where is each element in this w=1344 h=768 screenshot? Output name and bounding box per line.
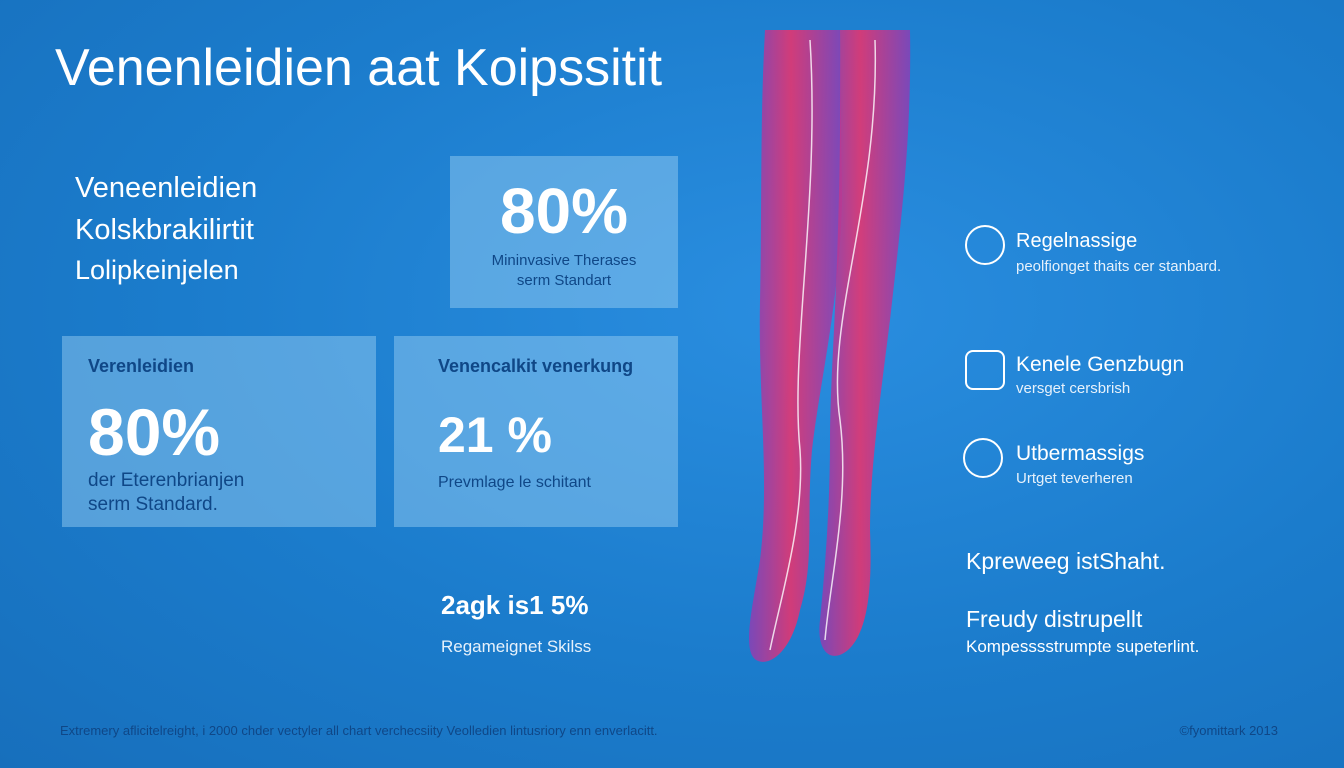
stat-label: Verenleidien — [88, 356, 195, 376]
feature-title: Utbermassigs — [1016, 442, 1145, 465]
stat-label: Venencalkit venerkung — [438, 356, 634, 376]
note-text: Kompesssstrumpte supeterlint. — [966, 637, 1200, 656]
stat-box: Verenleidien 80% der Eterenbrianjen serm… — [62, 336, 376, 527]
feature-title: Regelnassige — [1016, 230, 1138, 252]
feature-icon — [965, 225, 1005, 265]
stat-caption: Mininvasive Therases — [491, 252, 637, 269]
feature-text: peolfionget thaits cer stanbard. — [1016, 258, 1222, 275]
stat-value: 80% — [88, 395, 221, 469]
feature-icon — [965, 350, 1005, 390]
note-title: Kpreweeg istShaht. — [966, 548, 1166, 574]
intro-line: Veneenleidien — [75, 172, 258, 204]
feature-icon — [963, 438, 1003, 478]
feature-title: Kenele Genzbugn — [1016, 353, 1185, 376]
stat-value: 21 % — [438, 407, 552, 463]
title: Venenleidien aat Koipssitit — [55, 39, 663, 97]
note-title: Freudy distrupellt — [966, 606, 1143, 632]
footer-copyright: ©fyomittark 2013 — [1179, 723, 1278, 738]
intro-line: Lolipkeinjelen — [75, 255, 239, 285]
stat-caption: der Eterenbrianjen — [88, 470, 245, 491]
stat-value: 80% — [499, 175, 629, 247]
vein — [824, 39, 877, 641]
legs-illustration — [748, 30, 911, 662]
stat-box: Venencalkit venerkung 21 % Prevmlage le … — [394, 336, 678, 527]
intro-line: Kolskbrakilirtit — [75, 214, 254, 246]
stat-box: 80% Mininvasive Therases serm Standart — [450, 156, 678, 308]
footer-text: Extremery aflicitelreight, i 2000 chder … — [60, 723, 658, 738]
feature-text: versget cersbrish — [1016, 380, 1131, 397]
feature-text: Urtget teverheren — [1016, 470, 1133, 487]
stat-caption: serm Standard. — [88, 494, 218, 515]
stat-caption: serm Standart — [516, 272, 612, 289]
leg — [748, 30, 842, 662]
stat-caption: Regameignet Skilss — [441, 637, 592, 656]
stat-value: 2agk is1 5% — [441, 590, 589, 620]
vein — [769, 39, 813, 651]
stat-caption: Prevmlage le schitant — [438, 474, 591, 491]
